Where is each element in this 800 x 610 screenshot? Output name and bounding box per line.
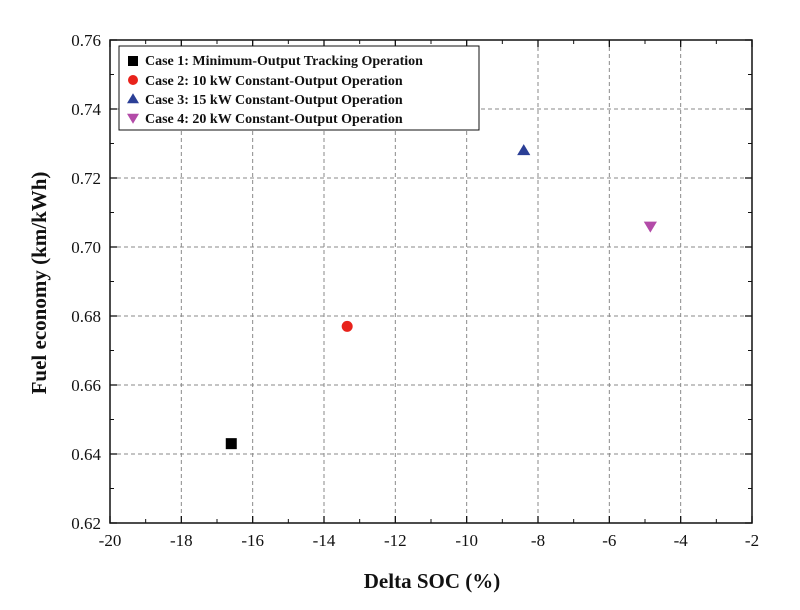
legend-entry-case-1: Case 1: Minimum-Output Tracking Operatio… [145, 54, 423, 69]
data-point-case-3 [517, 144, 531, 156]
y-tick-label: 0.76 [71, 31, 101, 50]
y-axis-title: Fuel economy (km/kWh) [27, 172, 51, 395]
data-point-case-1 [225, 438, 237, 450]
x-tick-label: -4 [674, 531, 689, 550]
legend-entry-case-2: Case 2: 10 kW Constant-Output Operation [145, 74, 403, 89]
y-tick-label: 0.64 [71, 445, 101, 464]
legend: Case 1: Minimum-Output Tracking Operatio… [118, 45, 480, 131]
data-points [225, 144, 657, 450]
x-axis-title: Delta SOC (%) [364, 569, 500, 593]
x-tick-label: -18 [170, 531, 193, 550]
x-axis-tick-labels: -20 -18 -16 -14 -12 -10 -8 -6 -4 -2 [99, 531, 759, 550]
y-tick-label: 0.66 [71, 376, 101, 395]
y-tick-label: 0.68 [71, 307, 101, 326]
legend-box [118, 45, 480, 131]
y-tick-label: 0.62 [71, 514, 101, 533]
legend-symbols [127, 56, 139, 124]
data-point-case-2 [341, 320, 353, 332]
plot-area-frame [109, 39, 753, 524]
y-tick-label: 0.72 [71, 169, 101, 188]
legend-marker-case-3 [127, 93, 139, 104]
data-point-case-4 [643, 221, 657, 233]
x-tick-label: -12 [384, 531, 407, 550]
x-tick-label: -14 [313, 531, 336, 550]
legend-marker-case-2 [128, 75, 138, 85]
legend-entry-case-3: Case 3: 15 kW Constant-Output Operation [145, 93, 403, 108]
x-tick-label: -20 [99, 531, 122, 550]
y-tick-label: 0.74 [71, 100, 101, 119]
x-tick-label: -2 [745, 531, 759, 550]
legend-entry-case-4: Case 4: 20 kW Constant-Output Operation [145, 112, 403, 127]
x-tick-label: -10 [455, 531, 478, 550]
legend-marker-case-4 [127, 113, 139, 124]
y-axis-tick-labels: 0.62 0.64 0.66 0.68 0.70 0.72 0.74 0.76 [71, 31, 101, 533]
x-tick-label: -8 [531, 531, 545, 550]
legend-marker-case-1 [128, 56, 138, 66]
x-tick-label: -16 [241, 531, 264, 550]
y-tick-label: 0.70 [71, 238, 101, 257]
x-tick-label: -6 [602, 531, 616, 550]
